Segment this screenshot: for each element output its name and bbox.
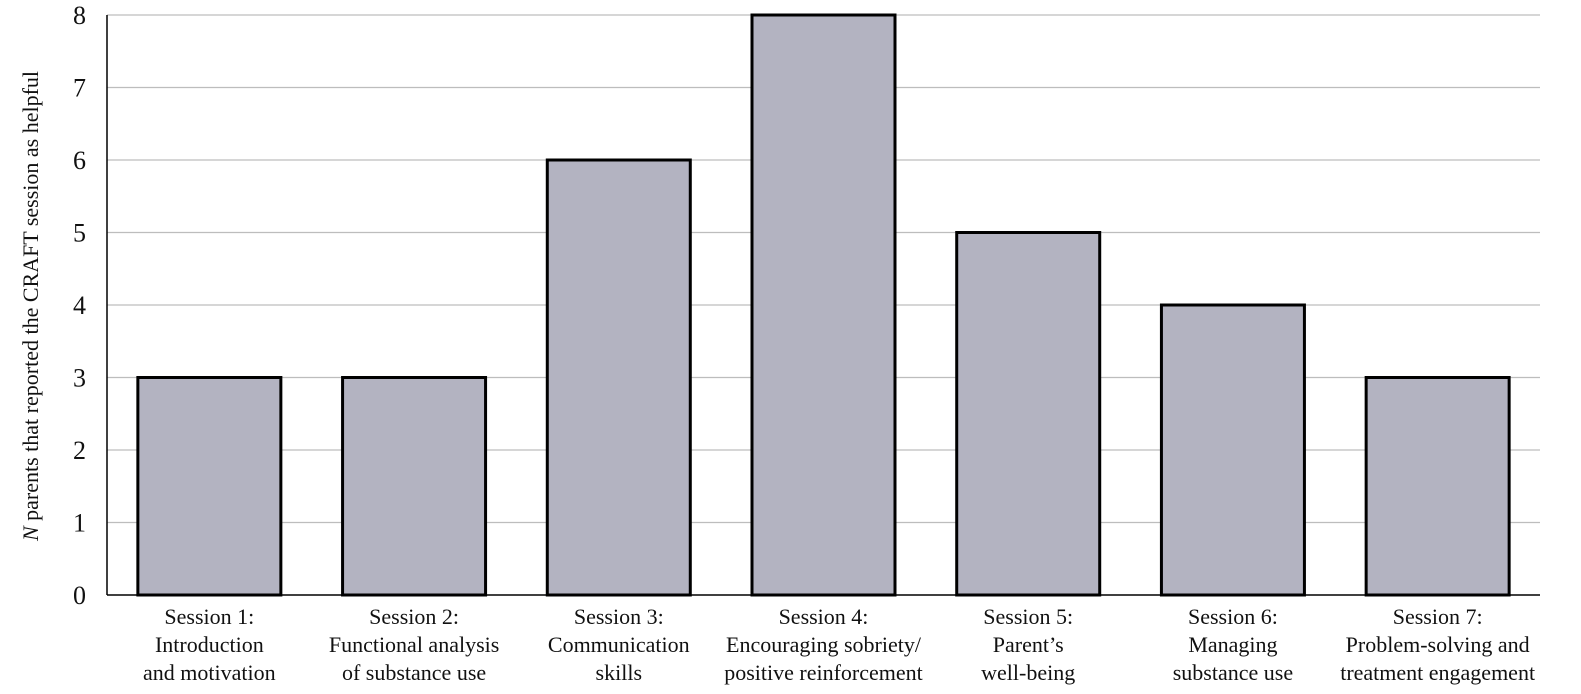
bar-session-2: [341, 376, 488, 597]
x-category-label: Problem-solving and: [1346, 632, 1530, 657]
y-tick-label: 1: [73, 509, 86, 538]
y-tick-label: 4: [73, 291, 86, 320]
bars: [136, 13, 1511, 597]
x-category-labels: Session 1: Introduction and motivation Sess…: [143, 604, 1535, 685]
x-category-label: Session 3:: [574, 604, 664, 629]
x-category-label: Managing: [1188, 632, 1277, 657]
y-tick-label: 2: [73, 436, 86, 465]
bar-session-5: [955, 231, 1102, 597]
x-category-label: Session 5:: [983, 604, 1073, 629]
x-category-label: Session 6:: [1188, 604, 1278, 629]
x-category-label: Functional analysis: [329, 632, 499, 657]
x-category-label: of substance use: [342, 660, 486, 685]
bar-session-1: [136, 376, 283, 597]
x-category-label: treatment engagement: [1340, 660, 1535, 685]
x-category-label: Session 7:: [1393, 604, 1483, 629]
bar-session-3: [545, 158, 692, 597]
y-tick-labels: 0 1 2 3 4 5 6 7 8: [73, 1, 86, 610]
y-tick-label: 5: [73, 219, 86, 248]
x-category-label: Encouraging sobriety/: [726, 632, 922, 657]
y-axis-title: N parents that reported the CRAFT sessio…: [18, 71, 43, 542]
bar-session-4: [750, 13, 897, 597]
axes: [106, 15, 1540, 596]
x-category-label: Session 1:: [164, 604, 254, 629]
x-category-label: Session 2:: [369, 604, 459, 629]
y-tick-label: 7: [73, 74, 86, 103]
x-category-label: Communication: [548, 632, 690, 657]
y-tick-label: 3: [73, 364, 86, 393]
x-category-label: and motivation: [143, 660, 276, 685]
x-category-label: Session 4:: [779, 604, 869, 629]
y-axis-title-rest: parents that reported the CRAFT session …: [18, 71, 43, 526]
bar-session-6: [1159, 303, 1306, 597]
x-category-label: positive reinforcement: [724, 660, 923, 685]
x-category-label: skills: [596, 660, 642, 685]
y-tick-label: 6: [73, 146, 86, 175]
x-category-label: substance use: [1173, 660, 1293, 685]
y-tick-label: 8: [73, 1, 86, 30]
y-tick-label: 0: [73, 581, 86, 610]
x-category-label: well-being: [981, 660, 1075, 685]
bar-session-7: [1364, 376, 1511, 597]
x-category-label: Parent’s: [993, 632, 1064, 657]
y-axis-title-italic: N: [18, 525, 43, 542]
x-category-label: Introduction: [155, 632, 264, 657]
